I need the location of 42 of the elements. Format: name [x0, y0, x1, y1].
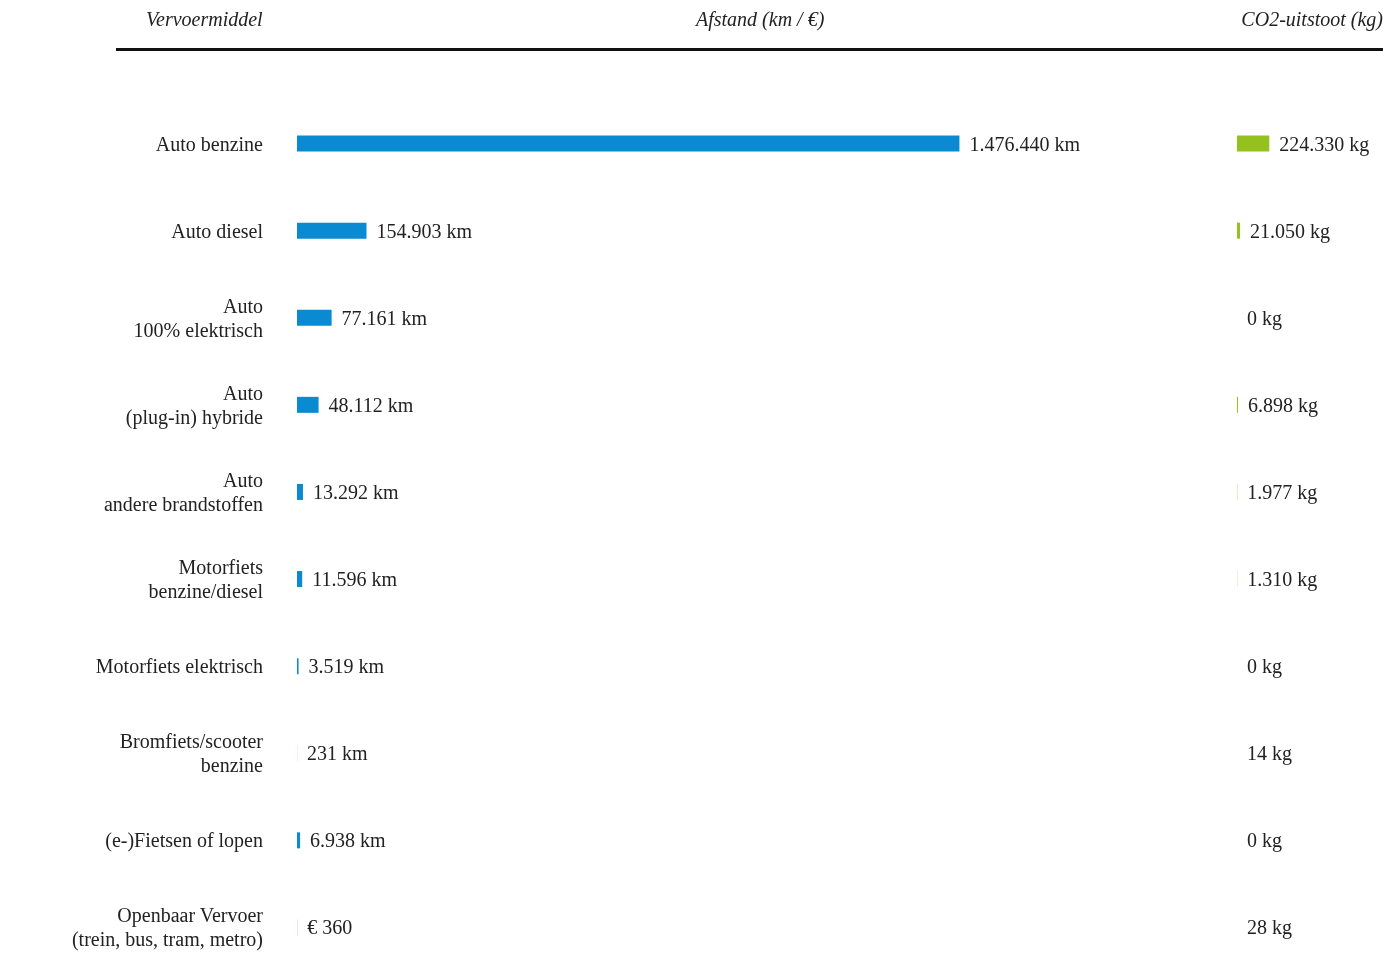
bar — [297, 396, 319, 413]
bar — [297, 135, 960, 152]
data-label: 0 kg — [1247, 306, 1282, 330]
data-label: 0 kg — [1247, 655, 1282, 679]
text: CO2-uitstoot (kg) — [1241, 8, 1383, 31]
y-tick-label: Motorfiets elektrisch — [95, 655, 263, 678]
data-label: 77.161 km — [341, 306, 428, 329]
y-tick-label: Motorfiets benzine/diesel — [148, 556, 264, 603]
data-label: 21.050 kg — [1250, 219, 1331, 243]
data-label: 1.310 kg — [1247, 568, 1318, 592]
bar — [1237, 135, 1270, 152]
bar — [297, 832, 301, 849]
data-label: 13.292 km — [312, 480, 399, 503]
data-label: 1.977 kg — [1247, 480, 1318, 504]
data-label: 1.476.440 km — [969, 132, 1081, 155]
y-axis-title: Vervoermiddel — [146, 8, 263, 31]
bar — [1237, 222, 1241, 239]
y-tick-label: Bromfiets/scooter benzine — [119, 730, 264, 777]
y-tick-label: Auto (plug-in) hybride — [125, 381, 264, 429]
bar — [297, 222, 367, 239]
y-tick-label: (e-)Fietsen of lopen — [105, 829, 263, 853]
data-label: 224.330 kg — [1279, 132, 1370, 156]
data-label: 6.898 kg — [1247, 393, 1318, 417]
data-label: 3.519 km — [308, 655, 385, 678]
data-label: 48.112 km — [328, 393, 414, 416]
data-label: 154.903 km — [376, 219, 473, 242]
bar — [297, 571, 303, 588]
data-label: 14 kg — [1247, 742, 1292, 766]
bar — [297, 309, 332, 326]
data-label: 11.596 km — [312, 568, 398, 591]
data-label: 28 kg — [1247, 916, 1292, 940]
y-tick-label: Auto 100% elektrisch — [133, 294, 263, 341]
y-tick-label: Auto benzine — [155, 132, 264, 155]
data-label: € 360 — [307, 916, 353, 939]
data-label: 231 km — [307, 742, 369, 765]
y-tick-label: Openbaar Vervoer (trein, bus, tram, metro) — [71, 904, 264, 952]
y-tick-label: Auto andere brandstoffen — [103, 468, 263, 515]
data-label: 6.938 km — [310, 829, 387, 852]
chart-title: Afstand (km / €) — [696, 8, 825, 31]
y-tick-label: Auto diesel — [171, 219, 264, 242]
bar — [297, 483, 303, 500]
data-label: 0 kg — [1247, 829, 1282, 853]
